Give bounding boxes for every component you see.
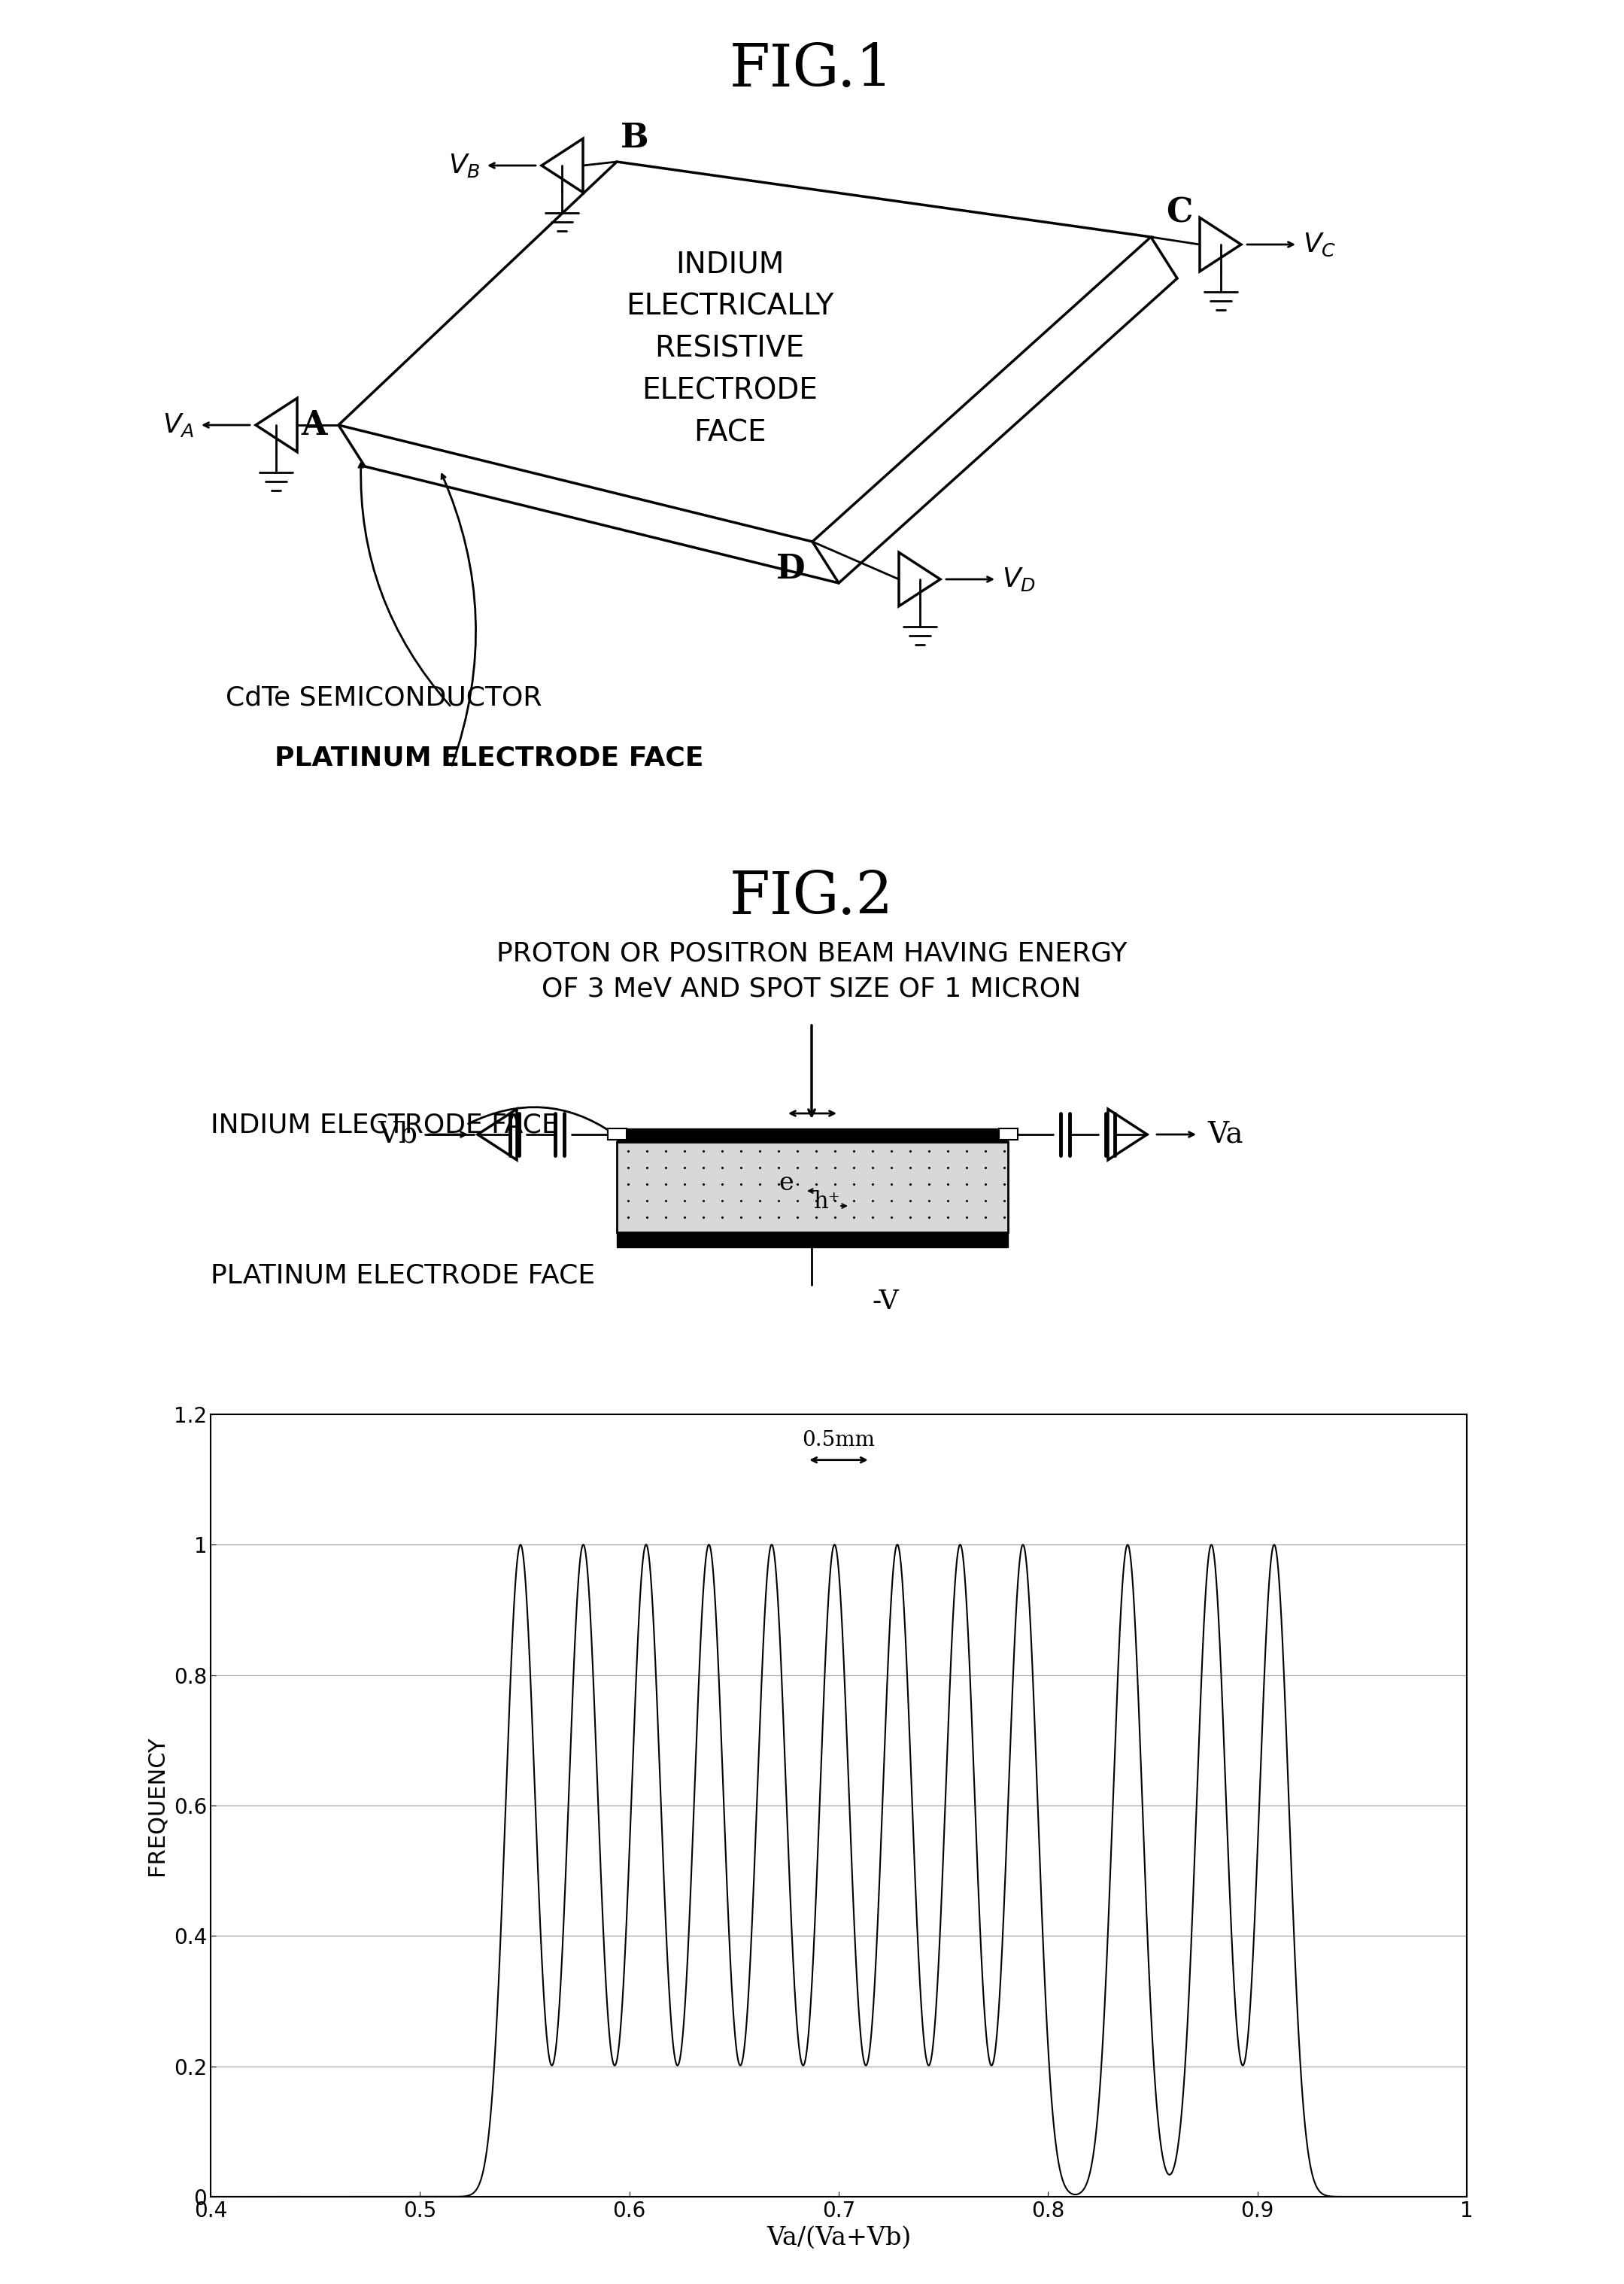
Text: $V_D$: $V_D$ <box>1002 566 1036 594</box>
Text: INDIUM
ELECTRICALLY
RESISTIVE
ELECTRODE
FACE: INDIUM ELECTRICALLY RESISTIVE ELECTRODE … <box>625 251 833 448</box>
Text: h⁺: h⁺ <box>814 1190 841 1213</box>
Bar <box>607 1128 627 1140</box>
Text: B: B <box>620 121 650 155</box>
Bar <box>617 1128 1009 1142</box>
Text: C: C <box>1166 196 1192 228</box>
Y-axis label: FREQUENCY: FREQUENCY <box>146 1736 167 1875</box>
Text: PLATINUM ELECTRODE FACE: PLATINUM ELECTRODE FACE <box>274 745 703 770</box>
Text: $V_C$: $V_C$ <box>1302 231 1337 258</box>
Text: $V_B$: $V_B$ <box>448 153 481 178</box>
Text: CdTe SEMICONDUCTOR: CdTe SEMICONDUCTOR <box>226 685 542 710</box>
Text: 0.5mm: 0.5mm <box>802 1430 875 1450</box>
Text: A: A <box>302 409 326 441</box>
Bar <box>999 1128 1018 1140</box>
Text: $V_A$: $V_A$ <box>162 411 193 439</box>
Text: FIG.1: FIG.1 <box>729 41 893 98</box>
Bar <box>617 1233 1009 1247</box>
Text: Vb: Vb <box>378 1121 417 1149</box>
Text: INDIUM ELECTRODE FACE: INDIUM ELECTRODE FACE <box>211 1112 559 1137</box>
Text: PLATINUM ELECTRODE FACE: PLATINUM ELECTRODE FACE <box>211 1263 594 1288</box>
X-axis label: Va/(Va+Vb): Va/(Va+Vb) <box>767 2225 911 2250</box>
Text: -V: -V <box>872 1288 898 1313</box>
Text: D: D <box>776 553 806 585</box>
Text: PROTON OR POSITRON BEAM HAVING ENERGY
OF 3 MeV AND SPOT SIZE OF 1 MICRON: PROTON OR POSITRON BEAM HAVING ENERGY OF… <box>497 941 1127 1003</box>
Bar <box>617 1142 1009 1233</box>
Text: Va: Va <box>1207 1121 1242 1149</box>
Text: e: e <box>778 1172 794 1195</box>
Text: FIG.2: FIG.2 <box>729 868 893 925</box>
